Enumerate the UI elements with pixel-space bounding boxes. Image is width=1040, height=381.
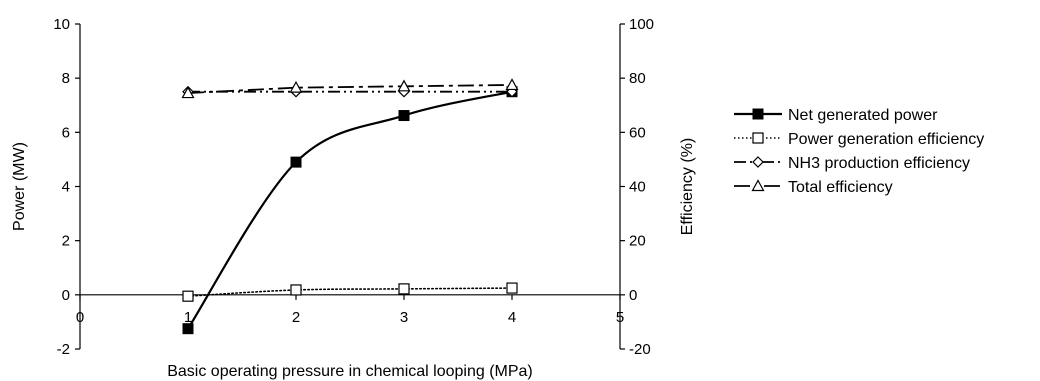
y-left-tick-label: 6 [62,124,70,141]
x-tick-label: 2 [292,309,300,326]
y-right-tick-label: 0 [629,287,637,304]
marker-layer [181,78,519,335]
axes [79,24,621,349]
x-tick-label: 1 [184,309,192,326]
x-tick-label: 4 [508,309,516,326]
power-generation-efficiency-marker [398,283,410,295]
y-left-tick-label: 8 [62,70,70,87]
x-tick-label: 3 [400,309,408,326]
net-generated-power-marker [398,110,410,122]
y-axis-right-title: Efficiency (%) [679,138,696,236]
y-axis-left-title: Power (MW) [11,142,28,231]
tick-marks [75,23,625,350]
y-right-tick-label: -20 [629,341,651,358]
net-generated-power-marker [290,156,302,168]
total-efficiency-line [187,84,513,94]
legend-nh3-production-efficiency-marker [752,156,764,168]
series-layer [187,84,513,330]
y-right-tick-label: 80 [629,70,646,87]
legend: Net generated power Power generation effi… [734,107,984,196]
y-left-tick-label: -2 [57,341,70,358]
legend-net-generated-power-marker [752,108,764,120]
legend-nh3-production-efficiency-label: NH3 production efficiency [788,155,970,172]
y-right-tick-label: 40 [629,179,646,196]
total-efficiency-marker [289,80,303,93]
legend-power-generation-efficiency-label: Power generation efficiency [788,131,984,148]
total-efficiency-marker [181,86,195,99]
power-generation-efficiency-marker [182,290,194,302]
x-axis-title: Basic operating pressure in chemical loo… [167,363,533,380]
x-tick-label: 0 [76,309,84,326]
legend-power-generation-efficiency-marker [752,132,764,144]
legend-total-efficiency-marker [751,179,765,192]
x-tick-label: 5 [616,309,624,326]
y-right-tick-label: 20 [629,233,646,250]
power-generation-efficiency-line [187,287,513,297]
y-left-tick-label: 2 [62,233,70,250]
power-generation-efficiency-marker [290,284,302,296]
y-left-tick-label: 0 [62,287,70,304]
total-efficiency-marker [505,78,519,91]
net-generated-power-marker [182,323,194,335]
power-generation-efficiency-marker [506,282,518,294]
total-efficiency-marker [397,79,411,92]
y-left-tick-label: 4 [62,179,70,196]
net-generated-power-line [187,90,513,330]
legend-net-generated-power-label: Net generated power [788,107,938,124]
y-left-tick-label: 10 [53,16,70,33]
legend-total-efficiency-label: Total efficiency [788,179,893,196]
y-right-tick-label: 60 [629,124,646,141]
y-right-tick-label: 100 [629,16,654,33]
